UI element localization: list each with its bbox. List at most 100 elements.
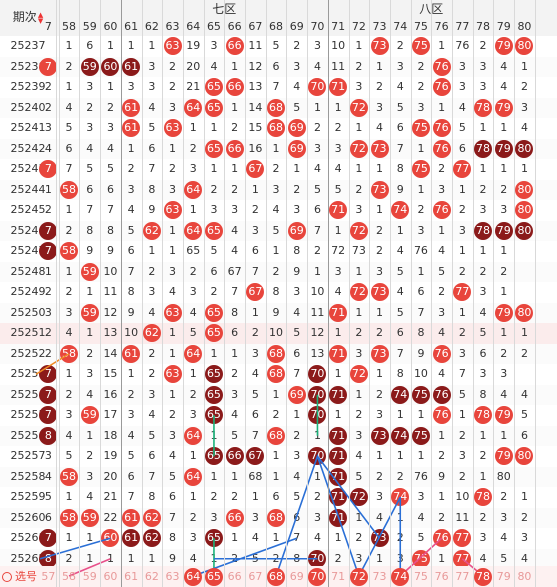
column-header-72: 72 [351, 20, 366, 33]
gap-cell: 4 [231, 223, 239, 237]
gap-cell: 3 [189, 162, 197, 175]
gap-cell: 1 [293, 162, 301, 175]
column-divider [410, 0, 412, 587]
select-number-60[interactable]: 60 [103, 570, 118, 583]
ball-71: 71 [329, 467, 348, 486]
ball-66: 66 [225, 78, 244, 97]
gap-cell: 1 [417, 264, 425, 278]
gap-cell: 4 [313, 531, 321, 544]
select-number-62[interactable]: 62 [144, 570, 159, 583]
select-number-76[interactable]: 76 [434, 570, 449, 583]
gap-cell: 6 [396, 121, 404, 134]
select-label[interactable]: 选号 [2, 566, 37, 587]
gap-cell: 8 [106, 223, 114, 237]
selected-number-72[interactable]: 72 [349, 567, 368, 586]
select-number-75[interactable]: 75 [413, 570, 428, 583]
ball-62: 62 [142, 221, 161, 240]
select-number-66[interactable]: 66 [227, 570, 242, 583]
period-cell: 25243 [10, 162, 46, 175]
period-sort-header[interactable]: 期次 ▲ ▼ [0, 0, 56, 36]
gap-cell: 2 [189, 510, 197, 524]
selected-number-68[interactable]: 68 [267, 567, 286, 586]
select-number-79[interactable]: 79 [496, 570, 511, 583]
gap-cell: 1 [500, 121, 508, 134]
sort-arrows-icon[interactable]: ▲ ▼ [37, 10, 44, 25]
select-number-59[interactable]: 59 [82, 570, 97, 583]
gap-cell: 2 [417, 59, 425, 73]
select-number-80[interactable]: 80 [517, 570, 532, 583]
gap-cell: 1 [251, 305, 259, 319]
gap-cell: 3 [86, 469, 94, 483]
period-cell: 25238 [10, 59, 46, 73]
column-header-57: 7 [44, 20, 52, 33]
gap-cell: 2 [396, 469, 404, 483]
select-number-58[interactable]: 58 [62, 570, 77, 583]
selected-number-74[interactable]: 74 [391, 567, 410, 586]
column-divider [224, 0, 226, 587]
ball-72: 72 [349, 365, 368, 384]
gap-cell: 5 [106, 162, 114, 175]
gap-cell: 3 [355, 346, 363, 360]
ball-58: 58 [60, 467, 79, 486]
gap-cell: 1 [417, 449, 425, 462]
selected-number-65[interactable]: 65 [204, 567, 223, 586]
gap-cell: 4 [500, 531, 508, 544]
select-radio-icon[interactable] [2, 572, 12, 582]
gap-cell: 2 [251, 326, 259, 339]
ball-63: 63 [163, 37, 182, 56]
gap-cell: 1 [127, 39, 135, 52]
ball-64: 64 [184, 426, 203, 445]
ball-76: 76 [432, 406, 451, 425]
ball-65: 65 [204, 324, 223, 343]
gap-cell: 11 [455, 510, 470, 524]
selected-number-78[interactable]: 78 [474, 567, 493, 586]
gap-cell: 3 [293, 59, 301, 73]
gap-cell: 2 [44, 326, 52, 339]
gap-cell: 5 [396, 264, 404, 278]
gap-cell: 9 [272, 305, 280, 319]
gap-cell: 5 [313, 182, 321, 196]
gap-cell: 1 [355, 510, 363, 524]
period-cell: 25256 [10, 428, 46, 442]
select-number-73[interactable]: 73 [372, 570, 387, 583]
column-header-63: 63 [165, 20, 180, 33]
gap-cell: 2 [86, 100, 94, 114]
selected-number-64[interactable]: 64 [184, 567, 203, 586]
column-divider [203, 0, 205, 587]
gap-cell: 2 [396, 39, 404, 52]
gap-cell: 2 [376, 469, 384, 483]
gap-cell: 1 [210, 428, 218, 442]
gap-cell: 80 [496, 469, 511, 483]
selected-number-70[interactable]: 70 [308, 567, 327, 586]
ball-73: 73 [370, 139, 389, 158]
gap-cell: 5 [169, 469, 177, 483]
select-number-63[interactable]: 63 [165, 570, 180, 583]
partial-ball: 7 [39, 406, 58, 425]
gap-cell: 2 [44, 285, 52, 298]
period-cell: 25251 [10, 326, 46, 339]
gap-cell: 3 [458, 59, 466, 73]
gap-cell: 3 [86, 367, 94, 380]
gap-cell: 20 [186, 59, 201, 73]
gap-cell: 1 [189, 121, 197, 134]
column-divider [327, 0, 329, 587]
gap-cell: 1 [355, 121, 363, 134]
gap-cell: 2 [438, 285, 446, 298]
select-number-71[interactable]: 71 [331, 570, 346, 583]
gap-cell: 3 [44, 305, 52, 319]
gap-cell: 2 [189, 264, 197, 278]
select-number-61[interactable]: 61 [124, 570, 139, 583]
select-number-67[interactable]: 67 [248, 570, 263, 583]
gap-cell: 3 [65, 408, 73, 421]
gap-cell: 1 [355, 387, 363, 401]
column-header-70: 70 [310, 20, 325, 33]
select-number-77[interactable]: 77 [455, 570, 470, 583]
ball-59: 59 [80, 406, 99, 425]
select-number-57[interactable]: 57 [41, 570, 56, 583]
select-number-69[interactable]: 69 [289, 570, 304, 583]
ball-72: 72 [349, 139, 368, 158]
gap-cell: 4 [169, 449, 177, 462]
gap-cell: 3 [355, 428, 363, 442]
gap-cell: 3 [293, 449, 301, 462]
ball-79: 79 [494, 303, 513, 322]
